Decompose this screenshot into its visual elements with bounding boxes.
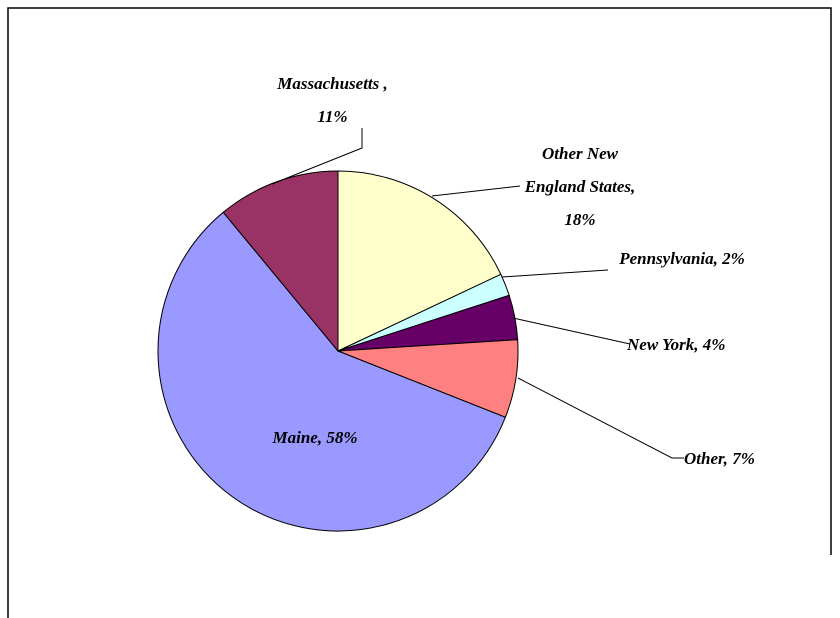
pie-slice bbox=[337, 170, 502, 352]
label-value: 2% bbox=[722, 249, 745, 268]
leader-line bbox=[501, 269, 609, 278]
leader-line bbox=[271, 128, 363, 185]
label-value: 7% bbox=[732, 449, 755, 468]
data-label: Other, 7% bbox=[684, 442, 824, 475]
chart-frame bbox=[7, 7, 832, 618]
leader-line bbox=[431, 185, 521, 197]
pie-slice bbox=[157, 211, 507, 532]
label-value: 58% bbox=[326, 428, 358, 447]
leader-line bbox=[517, 377, 684, 459]
label-value: 11% bbox=[317, 107, 348, 126]
leader-line bbox=[512, 317, 631, 345]
leader-lines bbox=[271, 128, 684, 459]
label-category: Other New England States, bbox=[524, 144, 636, 196]
label-category: Other, bbox=[684, 449, 728, 468]
label-category: Maine, bbox=[272, 428, 323, 447]
data-label: Massachusetts , 11% bbox=[270, 67, 395, 133]
data-label: Pennsylvania, 2% bbox=[612, 242, 752, 275]
label-category: New York, bbox=[627, 335, 699, 354]
label-category: Pennsylvania, bbox=[619, 249, 718, 268]
label-value: 4% bbox=[702, 335, 726, 354]
label-category: Massachusetts , bbox=[277, 74, 388, 93]
data-label: Other New England States, 18% bbox=[515, 137, 645, 236]
label-value: 18% bbox=[564, 210, 596, 229]
data-label: Maine, 58% bbox=[235, 421, 395, 454]
data-label: New York, 4% bbox=[627, 328, 787, 361]
